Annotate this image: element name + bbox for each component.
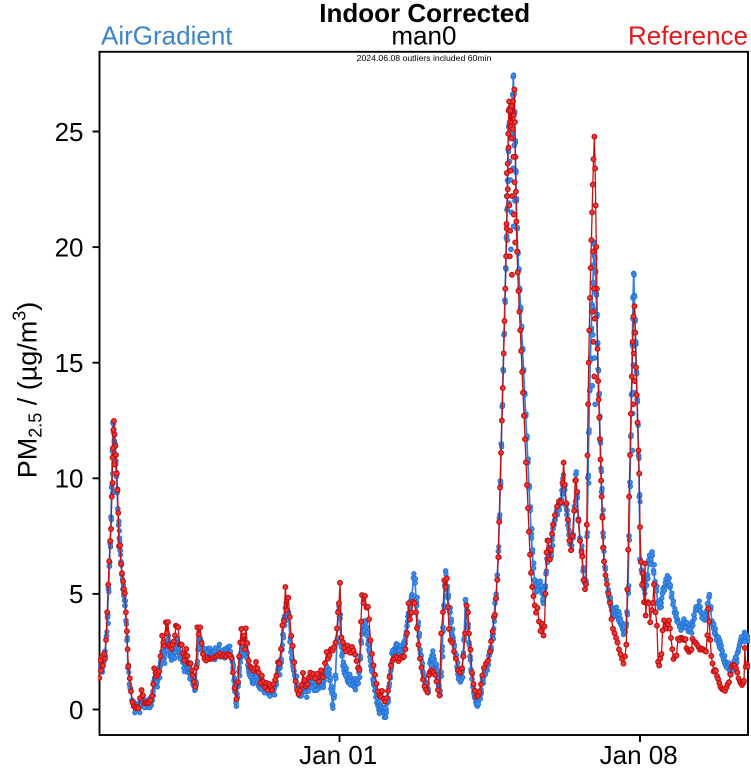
svg-text:Jan 08: Jan 08: [600, 740, 678, 770]
svg-text:2024.06.08 outliers included 6: 2024.06.08 outliers included 60min: [357, 53, 492, 63]
svg-text:Indoor Corrected: Indoor Corrected: [319, 0, 530, 28]
svg-text:10: 10: [55, 464, 84, 494]
svg-text:Jan 01: Jan 01: [299, 740, 377, 770]
svg-text:Reference: Reference: [628, 21, 748, 51]
svg-text:man0: man0: [391, 21, 456, 51]
svg-text:15: 15: [55, 348, 84, 378]
svg-text:PM2.5 / (µg/m3): PM2.5 / (µg/m3): [10, 302, 46, 479]
svg-text:AirGradient: AirGradient: [101, 21, 233, 51]
svg-text:25: 25: [55, 117, 84, 147]
svg-text:20: 20: [55, 232, 84, 262]
svg-text:5: 5: [69, 579, 83, 609]
svg-text:0: 0: [69, 695, 83, 725]
